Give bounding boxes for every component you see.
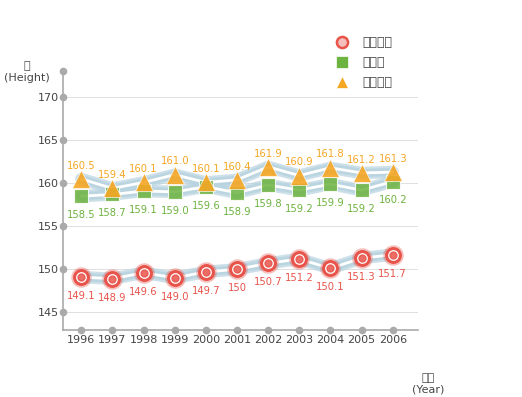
Text: 158.9: 158.9	[223, 206, 251, 217]
Text: 159.9: 159.9	[316, 198, 345, 208]
Text: 159.6: 159.6	[192, 200, 220, 211]
Text: 149.0: 149.0	[160, 292, 189, 302]
Text: 161.0: 161.0	[160, 156, 189, 166]
Text: 159.8: 159.8	[254, 199, 282, 209]
Text: 149.7: 149.7	[192, 286, 220, 296]
Text: 148.9: 148.9	[98, 293, 127, 303]
Text: 159.2: 159.2	[347, 204, 376, 214]
Text: 159.4: 159.4	[98, 170, 127, 180]
Text: 151.3: 151.3	[347, 272, 376, 282]
Text: 151.2: 151.2	[285, 273, 314, 283]
Text: 158.7: 158.7	[98, 208, 127, 218]
Legend: 초등학교, 중학교, 고등학교: 초등학교, 중학교, 고등학교	[325, 31, 397, 94]
Text: 159.1: 159.1	[129, 205, 158, 215]
Text: 149.1: 149.1	[67, 291, 96, 301]
Text: 150: 150	[228, 283, 246, 293]
Text: 160.4: 160.4	[223, 162, 251, 172]
Text: 150.1: 150.1	[316, 282, 345, 292]
Text: 159.0: 159.0	[160, 206, 189, 216]
Text: 160.1: 160.1	[129, 164, 158, 174]
Text: 160.1: 160.1	[192, 164, 220, 174]
Text: 158.5: 158.5	[67, 210, 96, 220]
Text: 151.7: 151.7	[378, 268, 407, 279]
Text: 160.5: 160.5	[67, 161, 96, 171]
Text: 161.8: 161.8	[316, 149, 345, 160]
Text: 키
(Height): 키 (Height)	[4, 61, 50, 83]
Text: 160.2: 160.2	[378, 195, 407, 206]
Text: 161.9: 161.9	[254, 148, 282, 159]
Text: 160.9: 160.9	[285, 157, 314, 167]
Text: 150.7: 150.7	[254, 277, 282, 287]
Text: 159.2: 159.2	[285, 204, 314, 214]
Text: 161.3: 161.3	[378, 154, 407, 164]
Text: 161.2: 161.2	[347, 154, 376, 165]
Text: 149.6: 149.6	[129, 287, 158, 297]
Text: 연돈
(Year): 연돈 (Year)	[412, 373, 444, 395]
